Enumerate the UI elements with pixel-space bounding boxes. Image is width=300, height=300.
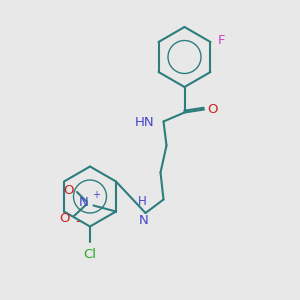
Text: -: - bbox=[76, 215, 80, 228]
Text: +: + bbox=[92, 190, 100, 200]
Text: Cl: Cl bbox=[83, 248, 97, 260]
Text: N: N bbox=[79, 196, 89, 209]
Text: N: N bbox=[139, 214, 149, 227]
Text: O: O bbox=[59, 212, 70, 225]
Text: O: O bbox=[64, 184, 74, 197]
Text: F: F bbox=[218, 34, 226, 47]
Text: O: O bbox=[208, 103, 218, 116]
Text: HN: HN bbox=[135, 116, 154, 130]
Text: H: H bbox=[138, 196, 147, 208]
